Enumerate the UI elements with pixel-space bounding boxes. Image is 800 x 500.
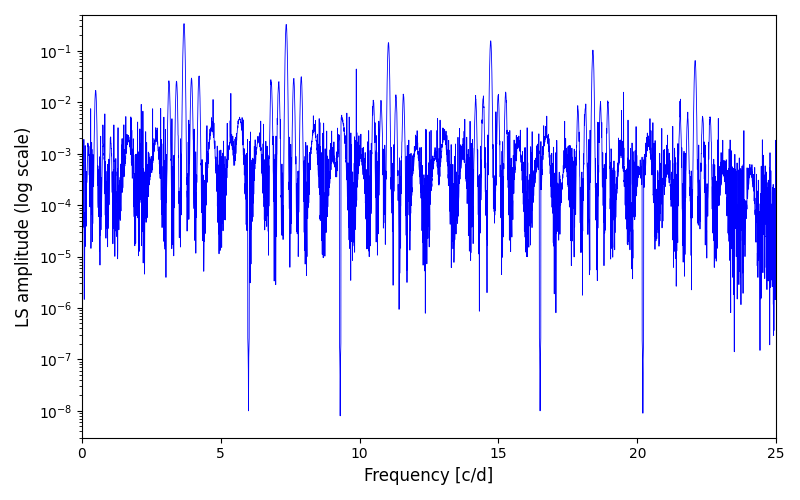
Y-axis label: LS amplitude (log scale): LS amplitude (log scale) [15,126,33,326]
X-axis label: Frequency [c/d]: Frequency [c/d] [364,467,494,485]
